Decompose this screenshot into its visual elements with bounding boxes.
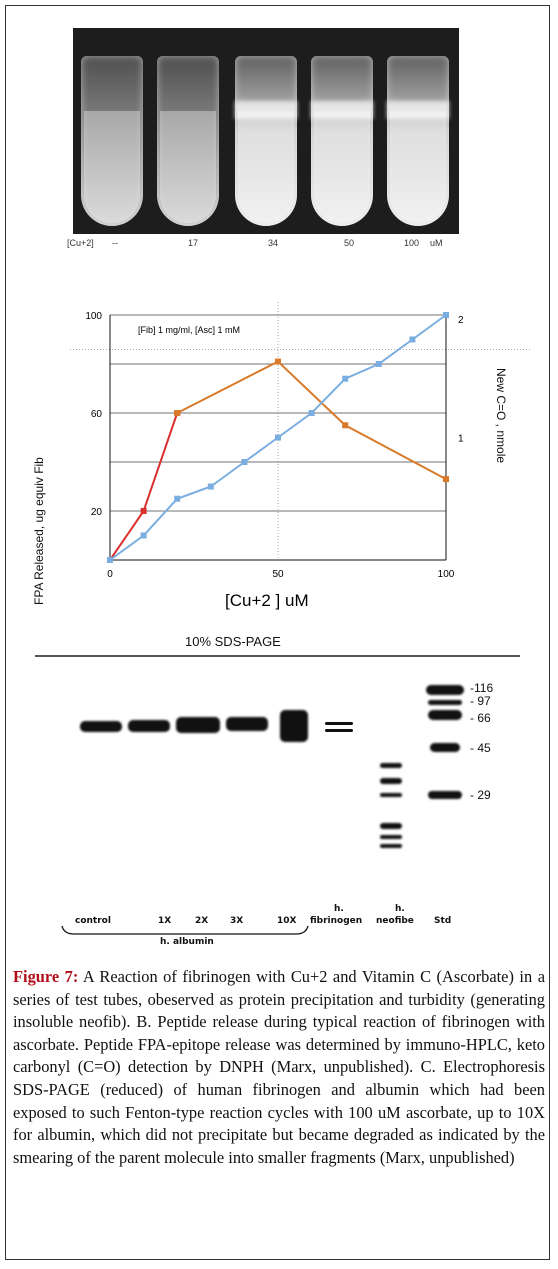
caption-text: A Reaction of fibrinogen with Cu+2 and V…	[13, 967, 545, 1167]
gel-band	[428, 791, 462, 799]
mw-marker: - 97	[470, 694, 491, 708]
gel-top-edge	[35, 655, 520, 657]
data-point	[375, 361, 382, 367]
gel-title: 10% SDS-PAGE	[185, 634, 281, 649]
data-point	[107, 557, 113, 563]
lane-label: control	[75, 916, 111, 926]
y-tick-label: 100	[85, 311, 102, 322]
data-point	[342, 375, 349, 382]
figure-frame	[5, 5, 550, 1260]
x-tick-label: 100	[438, 569, 455, 580]
gel-band	[430, 743, 460, 752]
albumin-bracket	[61, 925, 309, 935]
data-point	[275, 434, 281, 441]
data-point	[241, 459, 248, 465]
y-axis-label: FPA Released, ug equiv Fib	[32, 457, 46, 605]
y2-tick-label: 1	[458, 434, 464, 445]
data-point	[409, 336, 416, 343]
y2-axis-label: New C=O , nmole	[494, 368, 508, 464]
figure-caption: Figure 7: A Reaction of fibrinogen with …	[13, 966, 545, 1169]
concentration-row: [Cu+2] -- 17 34 50 100 uM	[60, 238, 500, 252]
mw-marker: - 66	[470, 711, 491, 725]
gel-band	[428, 710, 462, 720]
test-tubes-photo	[73, 28, 459, 234]
data-point	[443, 312, 449, 318]
y-tick-label: 60	[91, 409, 103, 420]
albumin-group-label: h. albumin	[160, 937, 214, 947]
lane-label: h.	[334, 904, 344, 914]
test-tube	[387, 56, 449, 226]
y-tick-label: 20	[91, 507, 103, 518]
data-point	[342, 422, 349, 429]
chart-svg: 0 50 100 20 60 100 1 2 [Fib] 1 mg/ml, [Asc] 1 m…	[70, 300, 530, 610]
gel-band	[128, 720, 170, 732]
conc-value: 17	[188, 238, 199, 248]
data-point	[140, 508, 147, 514]
conc-unit: uM	[430, 238, 443, 248]
data-point	[174, 495, 181, 502]
gel-band	[325, 722, 353, 725]
x-axis-label: [Cu+2 ] uM	[225, 591, 309, 610]
gel-band	[280, 710, 308, 742]
conc-label: [Cu+2]	[67, 238, 94, 248]
mw-marker: -116	[470, 681, 494, 695]
gel-band	[380, 763, 402, 768]
gel-band	[176, 717, 220, 733]
lane-label: 3X	[230, 916, 244, 926]
test-tube	[81, 56, 143, 226]
y-axis-label-wrap: FPA Released, ug equiv Fib	[32, 395, 52, 635]
lane-label: 2X	[195, 916, 209, 926]
x-tick-label: 50	[272, 569, 284, 580]
data-point	[275, 358, 281, 365]
data-point	[207, 483, 214, 490]
lane-label: Std	[434, 916, 452, 926]
gel-band	[380, 823, 402, 829]
test-tube	[157, 56, 219, 226]
chart-annotation: [Fib] 1 mg/ml, [Asc] 1 mM	[138, 325, 240, 335]
gel-band	[380, 778, 402, 784]
lane-label: h.	[395, 904, 405, 914]
gel-band	[380, 835, 402, 839]
gel-band	[380, 844, 402, 848]
lane-label: 1X	[158, 916, 172, 926]
x-tick-label: 0	[107, 569, 113, 580]
gel-band	[428, 700, 462, 705]
conc-value: 34	[268, 238, 279, 248]
gel-band	[325, 729, 353, 732]
gel-band	[426, 685, 464, 695]
conc-value: 50	[344, 238, 355, 248]
data-point	[308, 410, 315, 416]
test-tube	[311, 56, 373, 226]
test-tube	[235, 56, 297, 226]
gel-band	[380, 793, 402, 797]
gel-band	[80, 721, 122, 732]
caption-label: Figure 7:	[13, 967, 79, 986]
lane-label: 10X	[277, 916, 297, 926]
sds-page-gel: 10% SDS-PAGE -116 - 97 - 66 - 45 - 29 co…	[30, 628, 530, 958]
data-point	[443, 476, 449, 483]
data-point	[174, 410, 181, 416]
lane-label: neofibe	[376, 916, 414, 926]
mw-marker: - 45	[470, 741, 491, 755]
gel-band	[226, 717, 268, 731]
fpa-release-chart: 0 50 100 20 60 100 1 2 [Fib] 1 mg/ml, [Asc] 1 m…	[30, 300, 530, 620]
data-point	[140, 532, 147, 539]
series-line	[176, 360, 447, 481]
conc-value: 100	[404, 238, 420, 248]
lane-label: fibrinogen	[310, 916, 363, 926]
mw-marker: - 29	[470, 788, 491, 802]
y2-tick-label: 2	[458, 315, 464, 326]
conc-value: --	[112, 238, 118, 248]
